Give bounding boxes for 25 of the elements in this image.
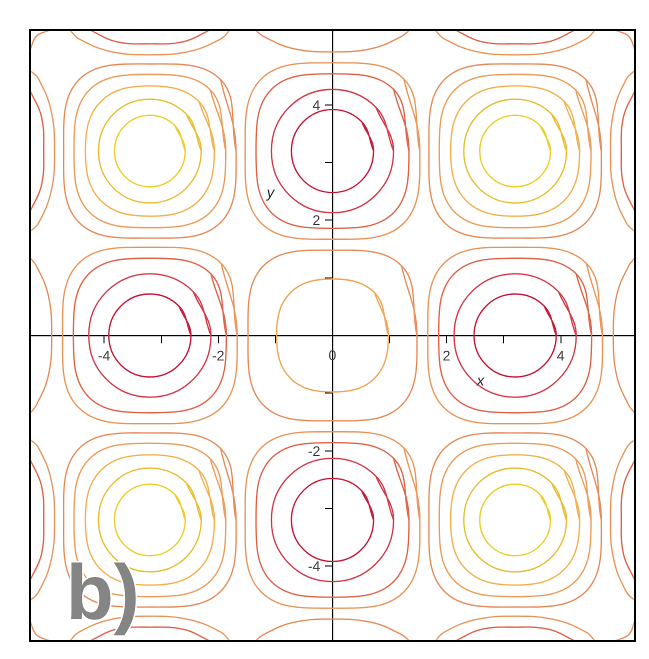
line-series [612, 256, 635, 414]
line-series [30, 438, 56, 602]
line-series [610, 438, 635, 602]
x-tick-label: 4 [556, 348, 565, 364]
line-series [434, 616, 596, 641]
x-tick-label: -4 [98, 348, 111, 364]
line-series [620, 458, 635, 582]
line-series [610, 70, 635, 232]
line-series [434, 30, 596, 56]
y-axis-title: y [266, 184, 276, 202]
x-axis-title: x [476, 372, 485, 390]
line-series [30, 90, 44, 212]
line-series [30, 256, 52, 414]
y-tick-label: 4 [312, 96, 320, 113]
line-series [620, 90, 635, 212]
line-series [30, 458, 44, 582]
line-series [69, 30, 230, 56]
y-tick-label: -2 [308, 442, 320, 459]
line-series [254, 30, 410, 53]
y-tick-label: -4 [308, 558, 320, 574]
y-tick-label: 2 [312, 212, 320, 228]
x-tick-label: 2 [442, 348, 451, 364]
x-tick-label: -2 [212, 348, 225, 364]
line-series [30, 70, 56, 232]
line-series [254, 618, 410, 641]
